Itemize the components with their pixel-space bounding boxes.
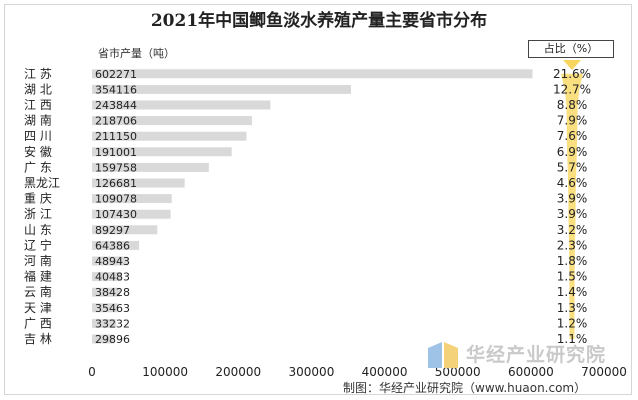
value-label: 40483 (95, 271, 130, 284)
value-label: 602271 (95, 68, 137, 81)
value-label: 109078 (95, 193, 137, 206)
value-label: 48943 (95, 255, 130, 268)
percent-marker-arrow (563, 60, 581, 70)
category-label: 江 西 (24, 98, 52, 112)
category-label: 四 川 (24, 129, 52, 143)
category-label: 云 南 (24, 284, 52, 299)
value-label: 354116 (95, 83, 137, 96)
bar (92, 131, 247, 141)
x-tick-label: 500000 (435, 365, 481, 379)
x-tick-label: 700000 (581, 365, 627, 379)
x-tick-label: 600000 (508, 365, 554, 379)
x-tick-label: 400000 (362, 365, 408, 379)
percent-label: 1.5% (557, 270, 588, 284)
bar (92, 240, 140, 250)
bar (92, 178, 185, 188)
watermark-text: 华经产业研究院 (466, 344, 607, 366)
huajing-logo-icon (428, 342, 458, 368)
bar (92, 209, 171, 219)
percent-label: 1.3% (557, 301, 588, 315)
percent-label: 7.6% (557, 129, 588, 143)
bar (92, 272, 122, 282)
percent-label: 1.1% (557, 332, 588, 346)
bar (92, 287, 121, 297)
value-axis-label: 省市产量（吨） (98, 47, 175, 60)
category-label: 山 东 (24, 223, 52, 237)
percent-label: 2.3% (557, 238, 588, 252)
bar (92, 162, 209, 172)
category-label: 广 西 (24, 316, 52, 330)
percent-label: 6.9% (557, 145, 588, 159)
bar (92, 256, 128, 266)
chart-frame (4, 4, 632, 395)
category-label: 浙 江 (24, 207, 52, 221)
bar (92, 100, 271, 110)
category-label: 辽 宁 (24, 237, 52, 252)
bar (92, 334, 114, 344)
bar (92, 194, 172, 204)
value-label: 35463 (95, 302, 130, 315)
bar (92, 225, 158, 235)
value-label: 218706 (95, 115, 137, 128)
bar (92, 318, 117, 328)
value-label: 89297 (95, 224, 130, 237)
percent-label: 3.9% (557, 192, 588, 206)
value-label: 33232 (95, 317, 130, 330)
bar (92, 303, 118, 313)
category-label: 黑龙江 (24, 176, 60, 190)
x-tick-label: 300000 (289, 365, 335, 379)
percent-label: 21.6% (553, 67, 591, 81)
x-tick-label: 100000 (142, 365, 188, 379)
value-label: 159758 (95, 161, 137, 174)
value-label: 243844 (95, 99, 137, 112)
value-label: 38428 (95, 286, 130, 299)
value-label: 191001 (95, 146, 137, 159)
category-label: 福 建 (24, 269, 52, 284)
percent-label: 3.9% (557, 207, 588, 221)
bar (92, 116, 252, 126)
percent-label: 1.2% (557, 316, 588, 330)
value-label: 64386 (95, 239, 130, 252)
percent-label: 1.8% (557, 254, 588, 268)
percent-label: 4.6% (557, 176, 588, 190)
percent-label: 8.8% (557, 98, 588, 112)
category-label: 吉 林 (24, 332, 52, 346)
category-label: 江 苏 (24, 67, 52, 81)
bar (92, 69, 533, 79)
category-label: 湖 南 (24, 113, 52, 128)
category-label: 湖 北 (24, 81, 52, 96)
x-tick-label: 200000 (215, 365, 261, 379)
category-label: 广 东 (24, 160, 52, 174)
value-label: 211150 (95, 130, 137, 143)
value-label: 107430 (95, 208, 137, 221)
watermark: 华经产业研究院 (426, 336, 626, 370)
source-note: 制图：华经产业研究院（www.huaon.com） (343, 381, 587, 395)
percent-label: 7.9% (557, 114, 588, 128)
percent-marker (561, 73, 583, 340)
category-label: 河 南 (24, 253, 52, 268)
x-tick-label: 0 (88, 365, 96, 379)
category-label: 天 津 (24, 301, 52, 315)
percent-label: 1.4% (557, 285, 588, 299)
bar (92, 84, 352, 94)
category-label: 重 庆 (24, 192, 52, 206)
value-label: 126681 (95, 177, 137, 190)
percent-label: 3.2% (557, 223, 588, 237)
bar (92, 147, 232, 157)
category-label: 安 徽 (24, 144, 52, 159)
percent-label: 12.7% (553, 82, 591, 96)
chart-title: 2021年中国鲫鱼淡水养殖产量主要省市分布 (150, 11, 488, 31)
percent-column-header: 占比（%） (528, 40, 614, 58)
value-label: 29896 (95, 333, 130, 346)
percent-label: 5.7% (557, 160, 588, 174)
